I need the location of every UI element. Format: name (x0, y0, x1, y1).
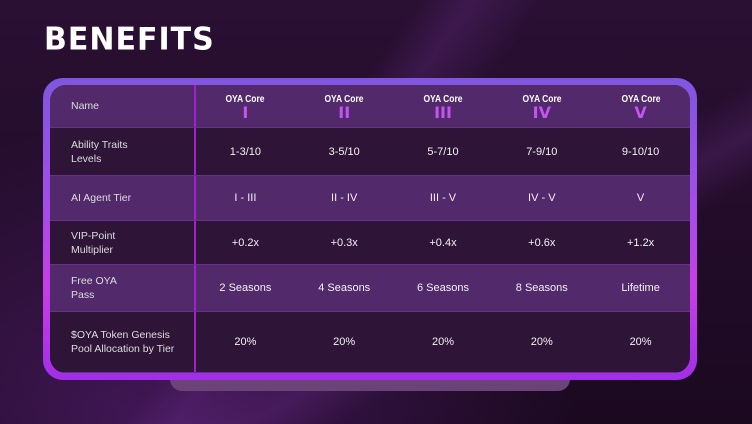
table-cell: 20% (431, 336, 454, 348)
table-row: $OYA Token Genesis Pool Allocation by Ti… (50, 312, 690, 373)
row-label: $OYA Token Genesis Pool Allocation by Ti… (50, 312, 196, 372)
table-row: Ability Traits Levels 1-3/10 3-5/10 5-7/10 7… (50, 128, 690, 176)
table-cell: 20% (530, 336, 553, 348)
tier-header: OYA Core III (394, 85, 493, 127)
row-label: Ability Traits Levels (50, 128, 196, 175)
table-cell: 6 Seasons (417, 282, 469, 294)
tier-numeral: I (242, 103, 249, 122)
page-title: BENEFITS (44, 21, 215, 58)
tier-title: OYA Core (621, 94, 661, 105)
table-cell: 20% (629, 336, 652, 348)
tier-header: OYA Core IV (492, 85, 591, 127)
benefits-table: Name OYA Core I OYA Core II OYA Core III OY… (50, 85, 690, 373)
table-cell: Lifetime (621, 282, 660, 294)
table-cell: IV - V (528, 192, 556, 204)
table-row: AI Agent Tier I - III II - IV III - V IV - V… (50, 176, 690, 221)
tier-header: OYA Core I (196, 85, 295, 127)
table-cell: +0.6x (528, 236, 556, 249)
table-cell: 20% (234, 336, 257, 348)
table-cell: 1-3/10 (229, 145, 261, 158)
table-cell: II - IV (331, 192, 358, 204)
row-label: AI Agent Tier (50, 176, 196, 220)
name-header: Name (50, 85, 196, 127)
table-cell: 3-5/10 (328, 145, 360, 158)
tier-header: OYA Core II (295, 85, 394, 127)
tier-title: OYA Core (324, 94, 364, 105)
tier-header: OYA Core V (591, 85, 690, 127)
tier-numeral: II (338, 103, 351, 122)
table-cell: 7-9/10 (526, 145, 558, 158)
tier-numeral: IV (532, 103, 551, 122)
tier-numeral: III (434, 103, 452, 122)
table-cell: +0.3x (330, 236, 358, 249)
benefits-frame: Name OYA Core I OYA Core II OYA Core III OY… (43, 78, 697, 380)
row-label: VIP-Point Multiplier (50, 221, 196, 264)
table-cell: +0.4x (429, 236, 457, 249)
table-cell: I - III (234, 192, 257, 204)
table-cell: III - V (429, 192, 457, 204)
table-cell: +1.2x (626, 236, 655, 249)
tier-title: OYA Core (225, 94, 265, 105)
table-cell: V (636, 192, 645, 204)
tier-title: OYA Core (522, 94, 562, 105)
table-cell: 9-10/10 (621, 145, 660, 158)
table-cell: 2 Seasons (219, 282, 272, 294)
table-cell: 4 Seasons (318, 282, 371, 294)
table-cell: 20% (333, 336, 356, 348)
table-cell: 8 Seasons (515, 282, 568, 294)
table-cell: +0.2x (231, 236, 259, 249)
tier-numeral: V (634, 103, 647, 122)
table-row: VIP-Point Multiplier +0.2x +0.3x +0.4x +0.6x… (50, 221, 690, 265)
row-label: Free OYA Pass (50, 265, 196, 311)
table-cell: 5-7/10 (427, 145, 459, 158)
header-row: Name OYA Core I OYA Core II OYA Core III OY… (50, 85, 690, 128)
tier-title: OYA Core (423, 94, 463, 105)
table-row: Free OYA Pass 2 Seasons 4 Seasons 6 Seasons… (50, 265, 690, 312)
